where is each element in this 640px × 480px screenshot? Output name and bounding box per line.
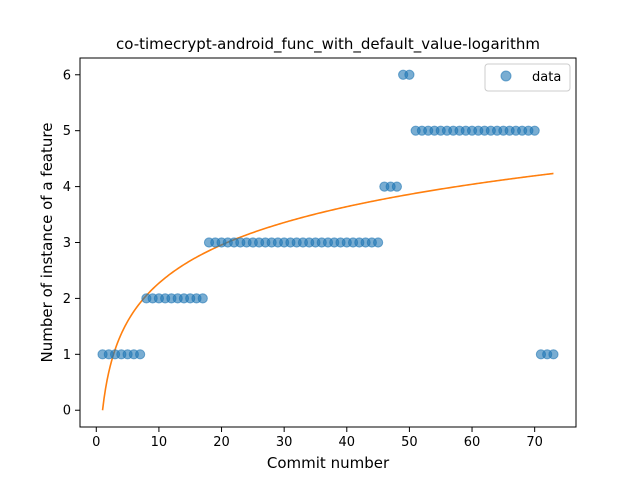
data-point (391, 181, 402, 192)
legend-label-data: data (532, 70, 561, 85)
y-tick-label: 1 (63, 348, 71, 363)
y-tick-label: 2 (63, 292, 71, 307)
fit-line (101, 172, 554, 411)
legend-marker-data (500, 70, 512, 82)
y-axis: 0 1 2 3 4 5 6 (63, 68, 80, 419)
x-tick-label: 40 (339, 435, 356, 450)
y-tick-label: 6 (63, 68, 71, 83)
x-axis-label: Commit number (267, 454, 390, 472)
chart-title: co-timecrypt-android_func_with_default_v… (116, 35, 540, 54)
x-axis: 0 10 20 30 40 50 60 70 (92, 427, 543, 450)
x-tick-label: 20 (213, 435, 230, 450)
x-tick-label: 50 (401, 435, 418, 450)
data-point (197, 293, 208, 304)
x-tick-label: 0 (92, 435, 100, 450)
data-point (135, 349, 146, 360)
y-tick-label: 4 (63, 180, 71, 195)
legend: data (484, 63, 571, 92)
data-point (404, 69, 415, 80)
x-tick-label: 60 (464, 435, 481, 450)
x-tick-label: 70 (526, 435, 543, 450)
y-tick-label: 3 (63, 236, 71, 251)
data-point (548, 349, 559, 360)
fit-line-layer (101, 172, 554, 411)
x-tick-label: 10 (151, 435, 168, 450)
x-tick-label: 30 (276, 435, 293, 450)
y-axis-label: Number of instance of a feature (38, 123, 56, 363)
data-point (529, 125, 540, 136)
y-tick-label: 5 (63, 124, 71, 139)
data-point (373, 237, 384, 248)
data-points-layer (97, 69, 559, 360)
y-tick-label: 0 (63, 404, 71, 419)
